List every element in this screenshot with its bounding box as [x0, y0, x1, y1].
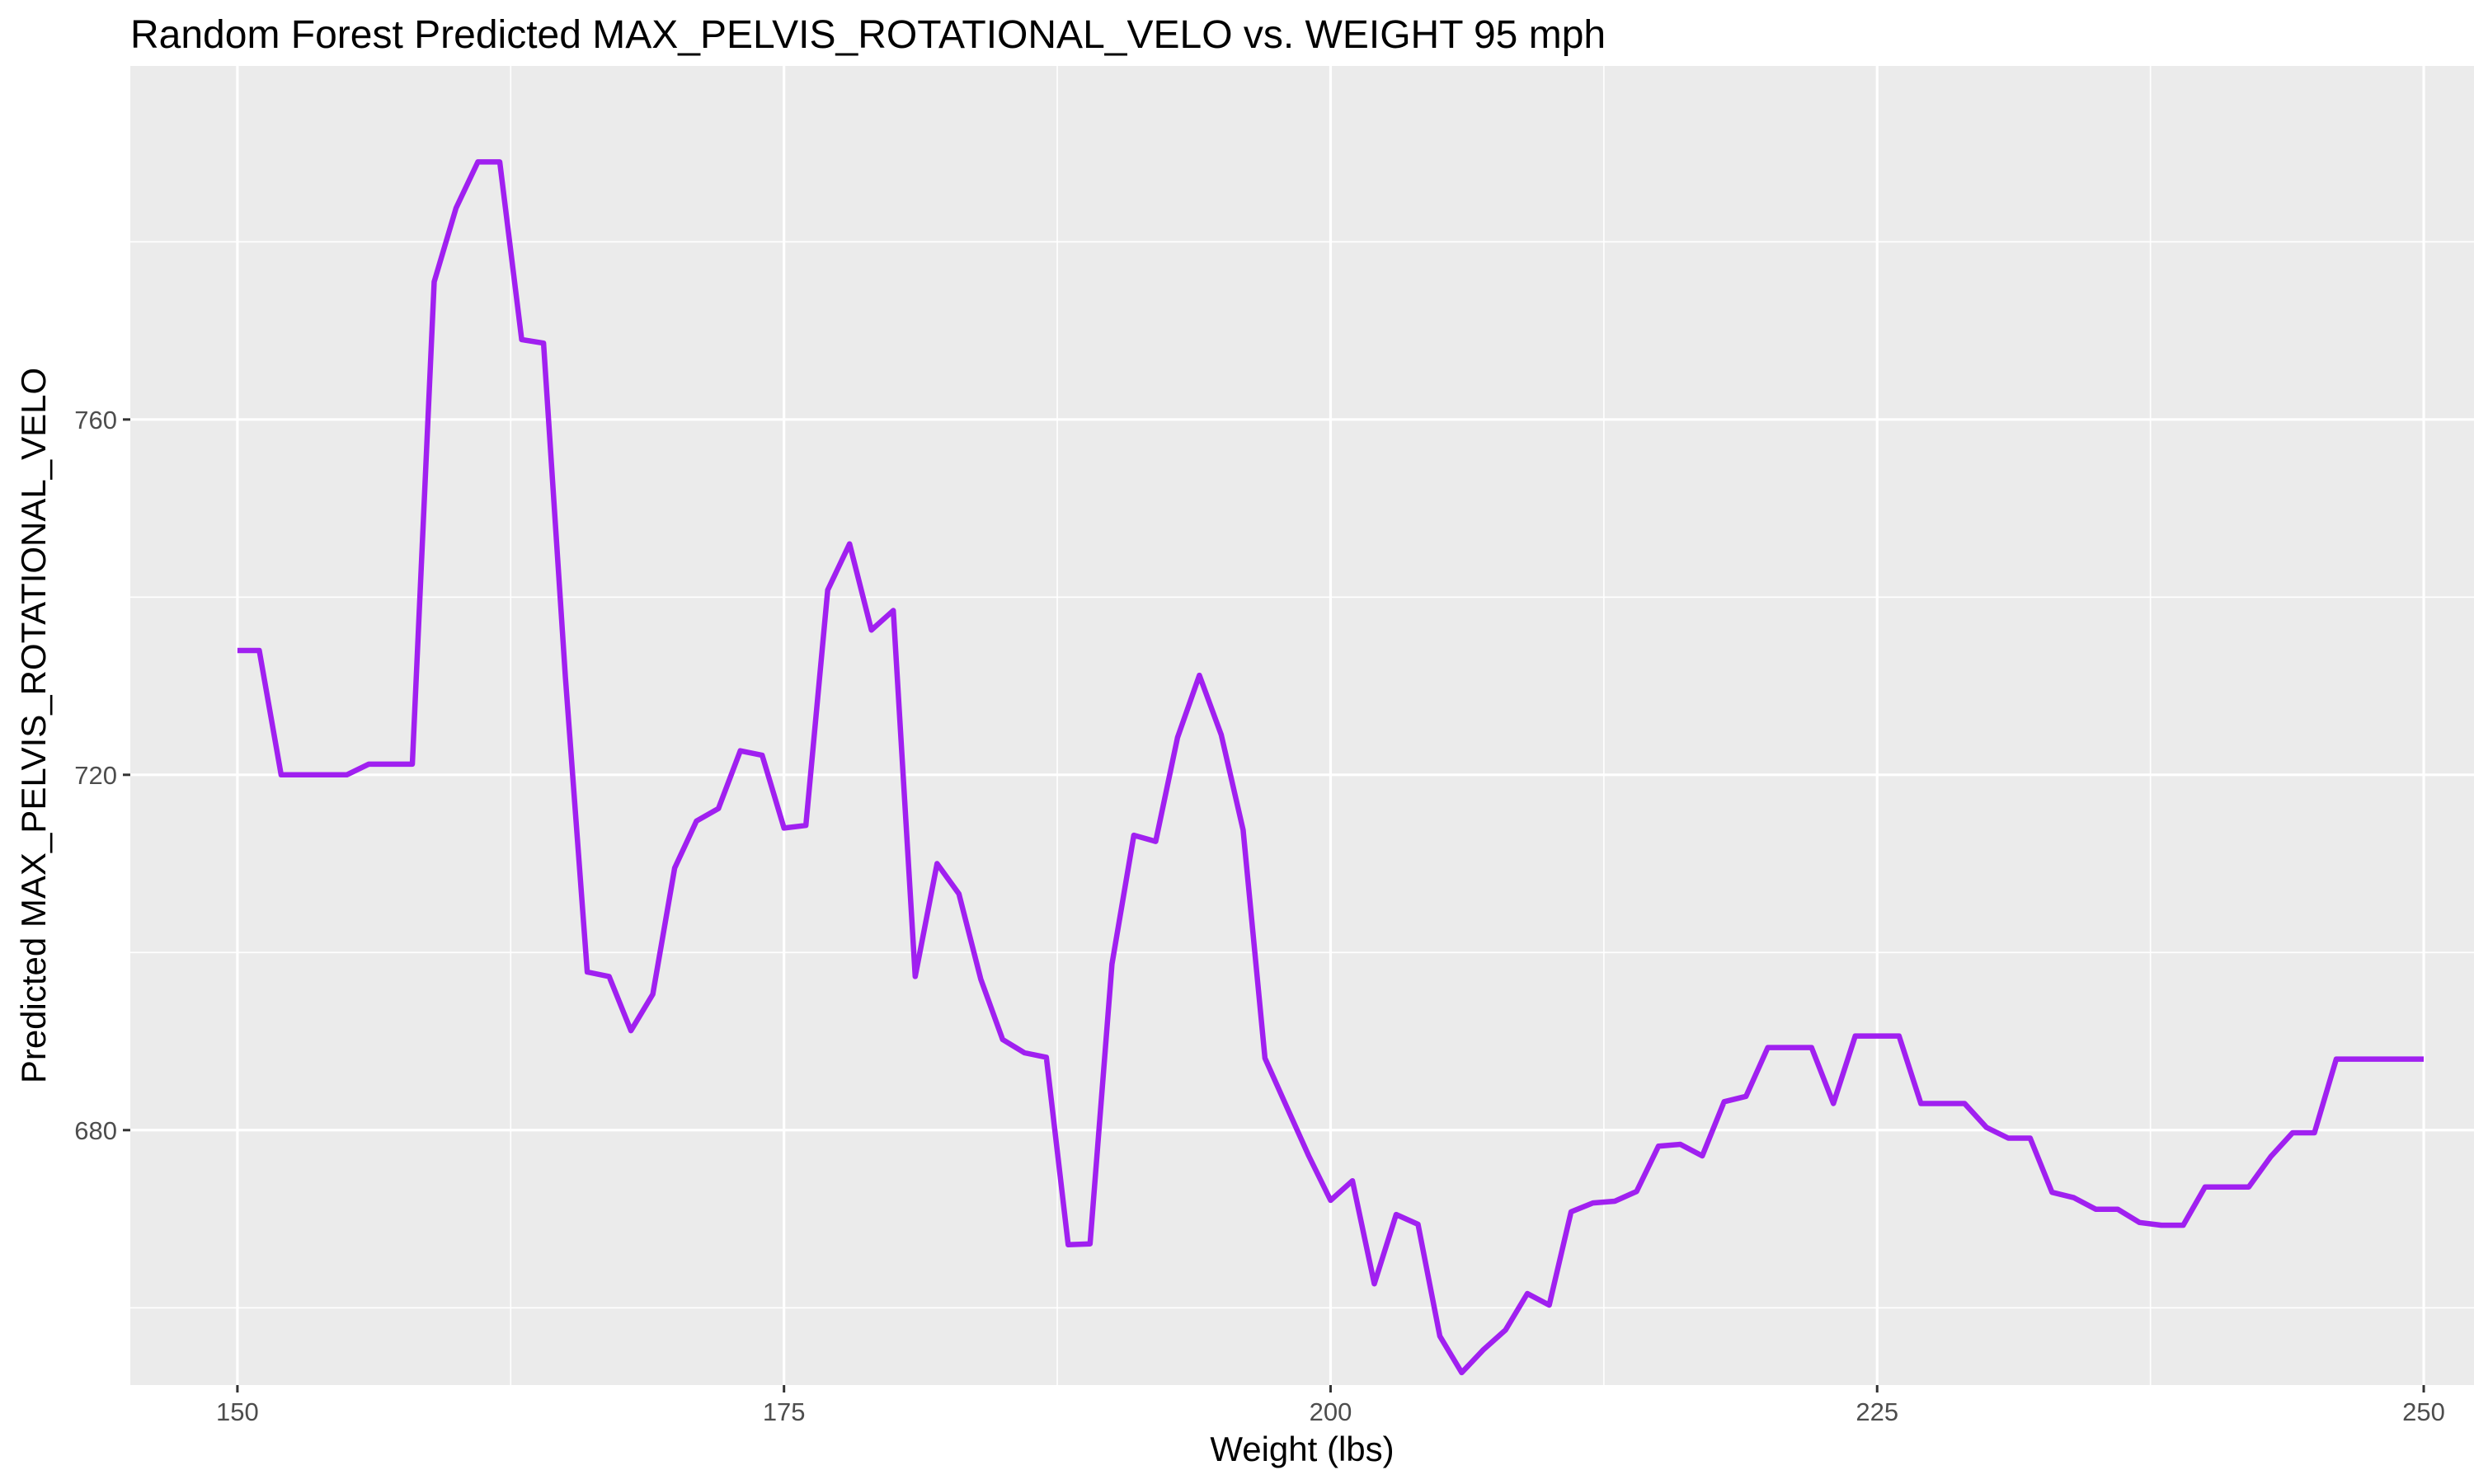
series-layer [237, 159, 2424, 1376]
minor-gridlines [130, 66, 2474, 1385]
x-tick-label: 150 [216, 1397, 259, 1426]
y-tick-label: 680 [74, 1116, 117, 1145]
y-axis-title: Predicted MAX_PELVIS_ROTATIONAL_VELO [14, 368, 53, 1083]
major-gridlines [130, 66, 2474, 1385]
x-tick-label: 250 [2402, 1397, 2445, 1426]
x-tick-label: 200 [1310, 1397, 1352, 1426]
chart-title: Random Forest Predicted MAX_PELVIS_ROTAT… [130, 13, 1606, 57]
x-tick-label: 175 [763, 1397, 806, 1426]
x-tick-label: 225 [1856, 1397, 1898, 1426]
y-tick-label: 760 [74, 406, 117, 434]
series-line [237, 159, 2424, 1376]
x-axis: 150 175 200 225 250 [216, 1385, 2445, 1426]
x-axis-title: Weight (lbs) [1210, 1430, 1394, 1468]
plot-panel [130, 66, 2474, 1385]
y-axis: 680 720 760 [74, 406, 130, 1145]
y-tick-label: 720 [74, 761, 117, 790]
